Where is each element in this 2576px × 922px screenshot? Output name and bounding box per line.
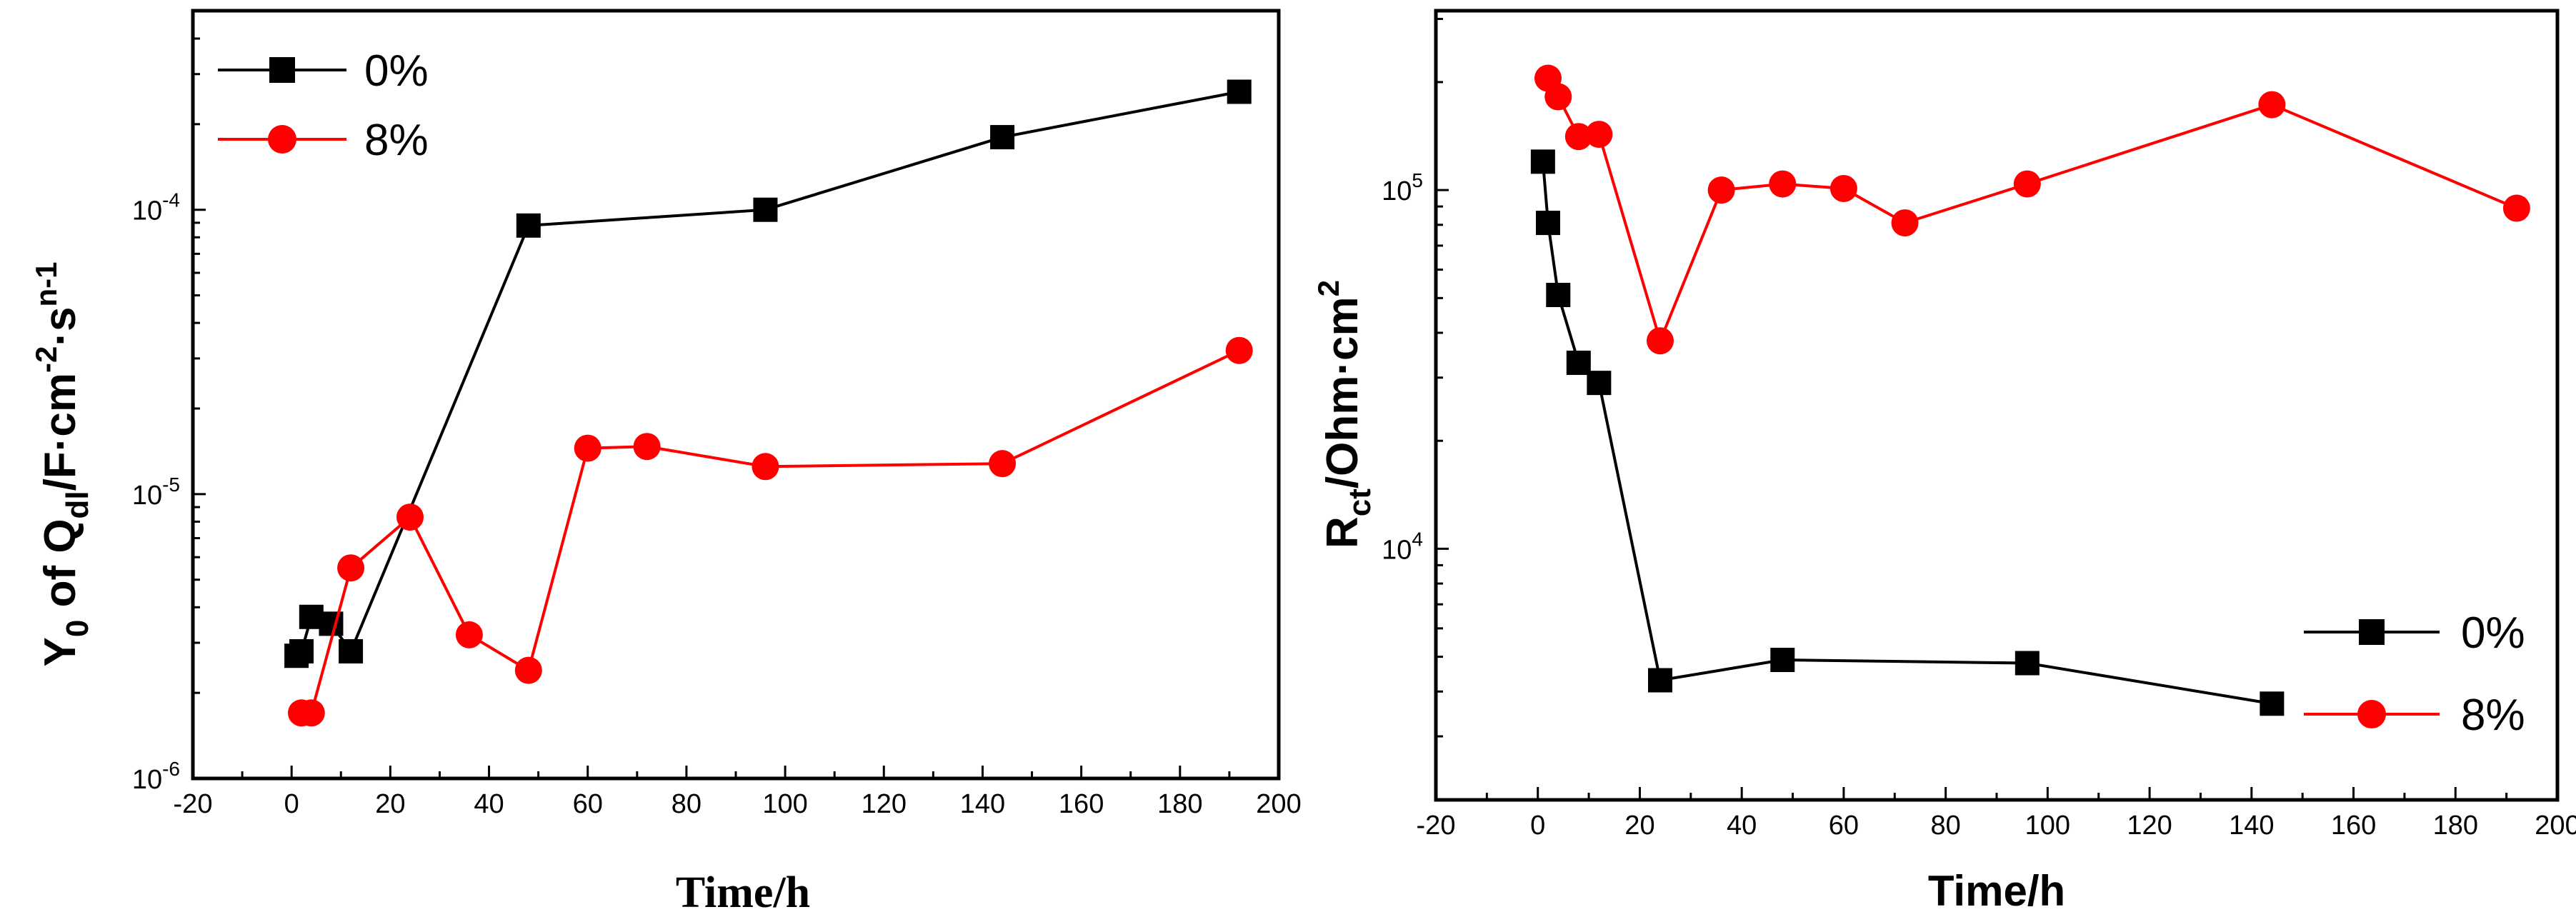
left-y-tick-label: 10-6: [132, 758, 180, 795]
left-x-tick-label: 60: [573, 789, 603, 819]
right-legend-label-1: 8%: [2461, 691, 2525, 740]
right-data-point: [1544, 83, 1572, 111]
left-x-tick-label: 0: [284, 789, 299, 819]
right-data-point: [1891, 209, 1919, 237]
right-data-point: [2260, 691, 2285, 716]
right-x-tick-label: 20: [1624, 811, 1654, 841]
right-legend-marker-0: [2359, 619, 2385, 645]
right-x-tick-label: 120: [2127, 811, 2172, 841]
left-data-point: [633, 433, 661, 461]
right-legend-label-0: 0%: [2461, 608, 2525, 658]
left-data-point: [319, 611, 344, 636]
left-data-point: [989, 450, 1017, 478]
right-y-axis-title: Rct/Ohm·cm2: [1312, 280, 1377, 548]
right-data-point: [1647, 327, 1674, 355]
right-data-point: [1829, 174, 1857, 202]
left-data-point: [990, 125, 1015, 150]
right-x-tick-label: 60: [1829, 811, 1859, 841]
right-x-tick-label: 40: [1727, 811, 1757, 841]
left-x-tick-label: 20: [375, 789, 405, 819]
right-data-point: [1585, 121, 1613, 149]
right-chart-marks: [1530, 64, 2530, 716]
left-y-tick-label: 10-4: [132, 189, 180, 226]
left-x-axis-title: Time/h: [676, 868, 810, 917]
right-data-point: [1707, 176, 1735, 204]
right-x-tick-label: 140: [2229, 811, 2274, 841]
right-data-point: [1770, 648, 1795, 673]
right-x-tick-label: 100: [2025, 811, 2070, 841]
left-data-point: [297, 699, 325, 727]
left-chart: -20 0 20 40 60 80 100 120 140 160 180 200 10-6 10-5 10…: [29, 9, 1302, 917]
right-y-tick-label: 105: [1382, 169, 1423, 206]
left-y-tick-label: 10-5: [132, 473, 180, 511]
right-data-point: [1566, 350, 1591, 375]
right-data-point: [2258, 91, 2286, 119]
left-data-point: [752, 453, 779, 481]
right-x-tick-label: -20: [1417, 811, 1456, 841]
right-data-point: [2502, 194, 2530, 222]
right-data-point: [1530, 149, 1555, 174]
left-x-tick-label: 120: [862, 789, 907, 819]
left-x-tick-label: 40: [474, 789, 504, 819]
right-data-point: [1564, 123, 1592, 151]
left-chart-axes: -20 0 20 40 60 80 100 120 140 160 180 200 10-6 10-5 10…: [132, 9, 1302, 819]
left-data-point: [289, 638, 314, 663]
left-x-tick-label: -20: [174, 789, 213, 819]
right-data-point: [2015, 651, 2040, 676]
left-data-point: [455, 621, 483, 648]
right-legend: 0% 8%: [2304, 608, 2525, 740]
left-data-point: [1225, 336, 1253, 364]
right-legend-marker-1: [2357, 700, 2386, 728]
left-x-tick-label: 160: [1059, 789, 1104, 819]
right-x-axis-title: Time/h: [1928, 867, 2065, 915]
left-data-point: [514, 656, 542, 684]
left-x-tick-label: 180: [1157, 789, 1202, 819]
right-x-tick-label: 200: [2535, 811, 2576, 841]
left-legend-marker-0: [269, 57, 295, 83]
right-data-point: [2013, 170, 2041, 198]
left-x-tick-label: 140: [960, 789, 1005, 819]
right-x-tick-label: 160: [2331, 811, 2376, 841]
right-chart-axes: -20 0 20 40 60 80 100 120 140 160 180 200 104 105: [1382, 17, 2576, 841]
left-legend: 0% 8%: [218, 46, 429, 165]
left-chart-marks: [284, 79, 1253, 727]
left-x-tick-label: 200: [1256, 789, 1301, 819]
right-y-tick-label: 104: [1382, 528, 1423, 565]
right-x-tick-label: 0: [1530, 811, 1545, 841]
left-x-tick-label: 80: [672, 789, 702, 819]
left-data-point: [339, 638, 364, 663]
left-legend-marker-1: [268, 125, 296, 154]
right-data-point: [1546, 283, 1571, 308]
left-data-point: [574, 434, 601, 462]
left-data-point: [753, 197, 778, 222]
left-legend-label-0: 0%: [364, 46, 429, 96]
left-legend-label-1: 8%: [364, 116, 429, 165]
left-y-axis-title: Y0 of Qdl/F·cm-2·sn-1: [29, 261, 95, 666]
left-data-point: [396, 503, 424, 531]
right-data-point: [1587, 371, 1612, 396]
right-data-point: [1769, 170, 1797, 198]
right-x-tick-label: 80: [1930, 811, 1960, 841]
left-data-point: [337, 554, 365, 582]
right-x-tick-label: 180: [2433, 811, 2478, 841]
right-series-line-0: [1541, 161, 2272, 706]
left-data-point: [1227, 79, 1252, 104]
left-data-point: [516, 213, 541, 238]
right-series-line-1: [1547, 77, 2517, 346]
left-series-line-1: [301, 349, 1240, 715]
left-x-tick-label: 100: [762, 789, 807, 819]
right-data-point: [1648, 668, 1672, 693]
right-chart: -20 0 20 40 60 80 100 120 140 160 180 200 104 105 Tim…: [1312, 9, 2576, 915]
right-data-point: [1536, 211, 1560, 236]
